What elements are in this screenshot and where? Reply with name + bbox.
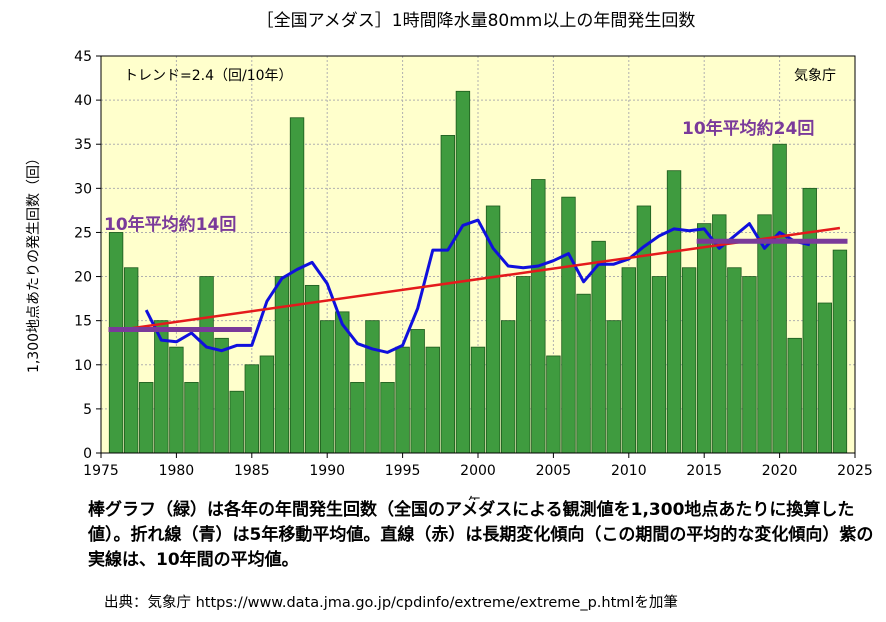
bar — [350, 382, 365, 454]
bar — [742, 276, 757, 454]
x-tick-label: 1975 — [83, 463, 119, 479]
bar — [681, 267, 697, 454]
bar — [410, 329, 425, 454]
bar — [787, 337, 802, 454]
bar — [184, 382, 199, 454]
bars — [108, 90, 848, 454]
bar — [365, 320, 380, 454]
x-tick-label: 1985 — [234, 463, 270, 479]
x-tick-label: 2020 — [762, 463, 798, 479]
y-tick-label: 40 — [74, 93, 92, 109]
y-tick-label: 35 — [74, 137, 92, 153]
y-tick-label: 15 — [74, 314, 92, 330]
y-tick-label: 25 — [74, 225, 92, 241]
bar — [651, 276, 667, 454]
bar — [229, 390, 244, 454]
bar — [123, 267, 139, 454]
x-tick-label: 1995 — [385, 463, 421, 479]
bar — [108, 232, 124, 454]
bar — [395, 346, 410, 454]
y-axis-label: 1,300地点あたりの発生回数（回） — [26, 151, 42, 373]
bar — [832, 249, 848, 454]
bar — [259, 355, 275, 454]
bar — [320, 320, 335, 454]
y-tick-label: 0 — [83, 446, 92, 462]
bar — [335, 311, 350, 454]
bar — [561, 196, 576, 454]
bar — [470, 346, 486, 454]
x-axis-ticks: 1975 1980 1985 1990 1995 2000 2005 2010 2015 2020… — [83, 453, 873, 479]
lines — [108, 218, 848, 354]
bar — [666, 170, 682, 454]
avg-early-annotation: 10年平均約14回 — [104, 214, 236, 235]
bar — [606, 320, 621, 454]
trend-annotation: トレンド=2.4（回/10年） — [124, 68, 293, 84]
bar — [802, 187, 817, 454]
x-tick-label: 2025 — [837, 463, 873, 479]
bar — [440, 134, 456, 454]
bar — [591, 240, 606, 454]
x-tick-label: 1990 — [309, 463, 345, 479]
chart-caption: 棒グラフ（緑）は各年の年間発生回数（全国のアメダスによる観測値を1,300地点あ… — [88, 500, 874, 570]
agency-annotation: 気象庁 — [794, 68, 836, 84]
chart: ［全国アメダス］1時間降水量80mm以上の年間発生回数 051015202530… — [26, 11, 873, 500]
y-tick-label: 45 — [74, 49, 92, 65]
bar — [425, 346, 440, 454]
bar — [516, 276, 531, 454]
bar — [817, 302, 833, 454]
y-tick-label: 20 — [74, 270, 92, 286]
bar — [697, 223, 712, 454]
bar — [757, 214, 772, 454]
bar — [576, 293, 591, 454]
bar — [380, 382, 395, 454]
x-tick-label: 2010 — [611, 463, 647, 479]
x-tick-label: 2000 — [460, 463, 496, 479]
bar — [712, 214, 727, 454]
x-tick-label: 1980 — [159, 463, 195, 479]
y-tick-label: 5 — [83, 402, 92, 418]
bar — [531, 179, 546, 454]
x-tick-label: 2005 — [536, 463, 572, 479]
bar — [244, 364, 259, 454]
bar — [304, 284, 320, 454]
y-axis-ticks: 0 5 10 15 20 25 30 35 40 45 — [74, 49, 101, 462]
bar — [199, 276, 214, 454]
bar — [289, 117, 305, 454]
bar — [546, 355, 561, 454]
moving-average-line — [144, 218, 811, 354]
bar — [772, 143, 787, 454]
bar — [455, 90, 471, 454]
chart-title: ［全国アメダス］1時間降水量80mm以上の年間発生回数 — [257, 11, 696, 31]
x-tick-label: 2015 — [686, 463, 722, 479]
bar — [214, 337, 229, 454]
bar — [500, 320, 516, 454]
y-tick-label: 10 — [74, 358, 92, 374]
bar — [139, 382, 154, 454]
bar — [169, 346, 184, 454]
bar — [274, 276, 290, 454]
y-tick-label: 30 — [74, 181, 92, 197]
avg-recent-annotation: 10年平均約24回 — [682, 118, 814, 139]
bar — [727, 267, 742, 454]
x-axis-label: 年 — [467, 496, 481, 500]
source-credit: 出典：気象庁 https://www.data.jma.go.jp/cpdinf… — [104, 595, 678, 611]
bar — [485, 205, 501, 454]
trend-line — [115, 226, 841, 332]
bar — [621, 267, 636, 454]
